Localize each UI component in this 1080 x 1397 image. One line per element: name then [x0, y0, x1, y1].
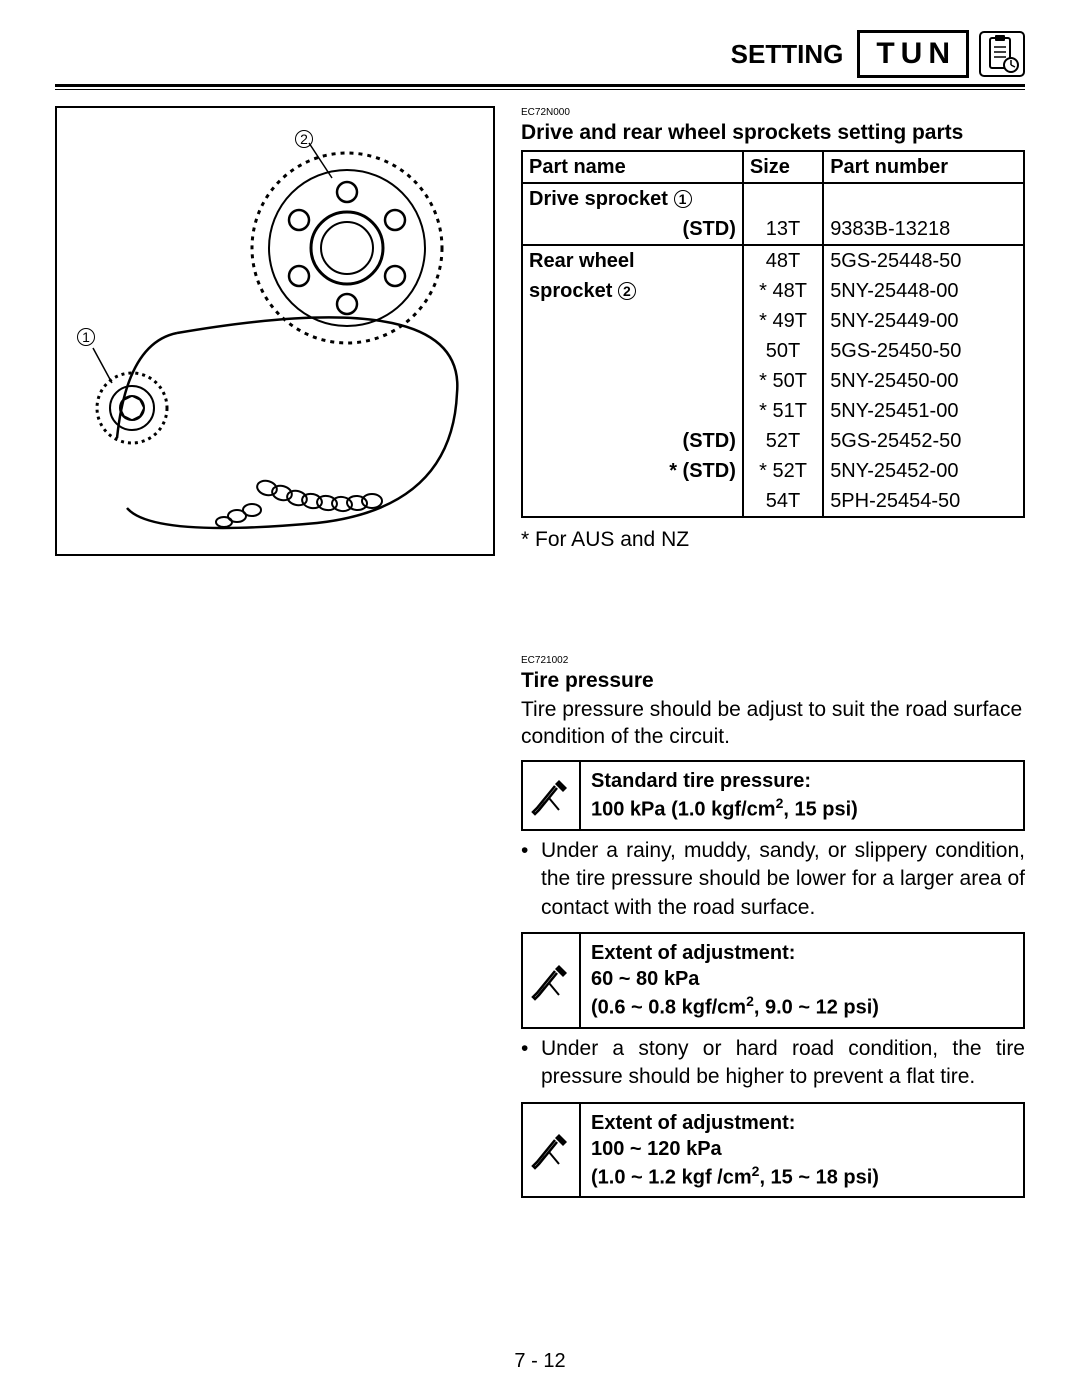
section1-code: EC72N000: [521, 106, 1025, 119]
table-row: (STD) 52T 5GS-25452-50: [522, 426, 1024, 456]
table-footnote: * For AUS and NZ: [521, 526, 1025, 553]
header-rule-thick: [55, 84, 1025, 87]
th-size: Size: [743, 151, 823, 183]
header-rule-thin: [55, 89, 1025, 90]
sprocket-table: Part name Size Part number Drive sprocke…: [521, 150, 1025, 518]
page-number: 7 - 12: [0, 1350, 1080, 1373]
page-header: SETTING TUN: [55, 30, 1025, 80]
wrench-icon: [523, 934, 581, 1027]
table-row: * (STD) * 52T 5NY-25452-00: [522, 456, 1024, 486]
table-row: * 51T 5NY-25451-00: [522, 396, 1024, 426]
table-row: sprocket 2 * 48T 5NY-25448-00: [522, 276, 1024, 306]
section2-title: Tire pressure: [521, 667, 1025, 694]
tire-pressure-section: EC721002 Tire pressure Tire pressure sho…: [521, 654, 1025, 1199]
header-setting-label: SETTING: [731, 39, 844, 70]
section2-intro: Tire pressure should be adjust to suit t…: [521, 696, 1025, 751]
wrench-icon: [523, 1104, 581, 1197]
table-row: 54T 5PH-25454-50: [522, 486, 1024, 517]
diagram-callout-2: 2: [295, 130, 313, 150]
spec-box-low: Extent of adjustment: 60 ~ 80 kPa (0.6 ~…: [521, 932, 1025, 1029]
table-row: 50T 5GS-25450-50: [522, 336, 1024, 366]
right-column: EC72N000 Drive and rear wheel sprockets …: [521, 106, 1025, 1204]
sprocket-diagram: 2 1: [55, 106, 495, 556]
table-row: (STD) 13T 9383B-13218: [522, 214, 1024, 245]
bullet-2: • Under a stony or hard road condition, …: [521, 1035, 1025, 1092]
table-row: Drive sprocket 1: [522, 183, 1024, 214]
spec3-text: Extent of adjustment: 100 ~ 120 kPa (1.0…: [581, 1104, 889, 1197]
content-area: 2 1 EC72N000 Drive and rear wheel sprock…: [55, 106, 1025, 1204]
diagram-callout-1: 1: [77, 328, 95, 348]
table-header-row: Part name Size Part number: [522, 151, 1024, 183]
section1-title: Drive and rear wheel sprockets setting p…: [521, 119, 1025, 146]
th-partnumber: Part number: [823, 151, 1024, 183]
th-partname: Part name: [522, 151, 743, 183]
wrench-icon: [523, 762, 581, 829]
bullet-1: • Under a rainy, muddy, sandy, or slippe…: [521, 837, 1025, 922]
table-row: Rear wheel 48T 5GS-25448-50: [522, 245, 1024, 276]
table-row: * 49T 5NY-25449-00: [522, 306, 1024, 336]
spec2-text: Extent of adjustment: 60 ~ 80 kPa (0.6 ~…: [581, 934, 889, 1027]
left-column: 2 1: [55, 106, 495, 1204]
spec1-text: Standard tire pressure: 100 kPa (1.0 kgf…: [581, 762, 868, 829]
spec-box-high: Extent of adjustment: 100 ~ 120 kPa (1.0…: [521, 1102, 1025, 1199]
header-tun-box: TUN: [857, 30, 969, 78]
clipboard-icon: [979, 31, 1025, 77]
spec-box-standard: Standard tire pressure: 100 kPa (1.0 kgf…: [521, 760, 1025, 831]
section2-code: EC721002: [521, 654, 1025, 667]
table-row: * 50T 5NY-25450-00: [522, 366, 1024, 396]
